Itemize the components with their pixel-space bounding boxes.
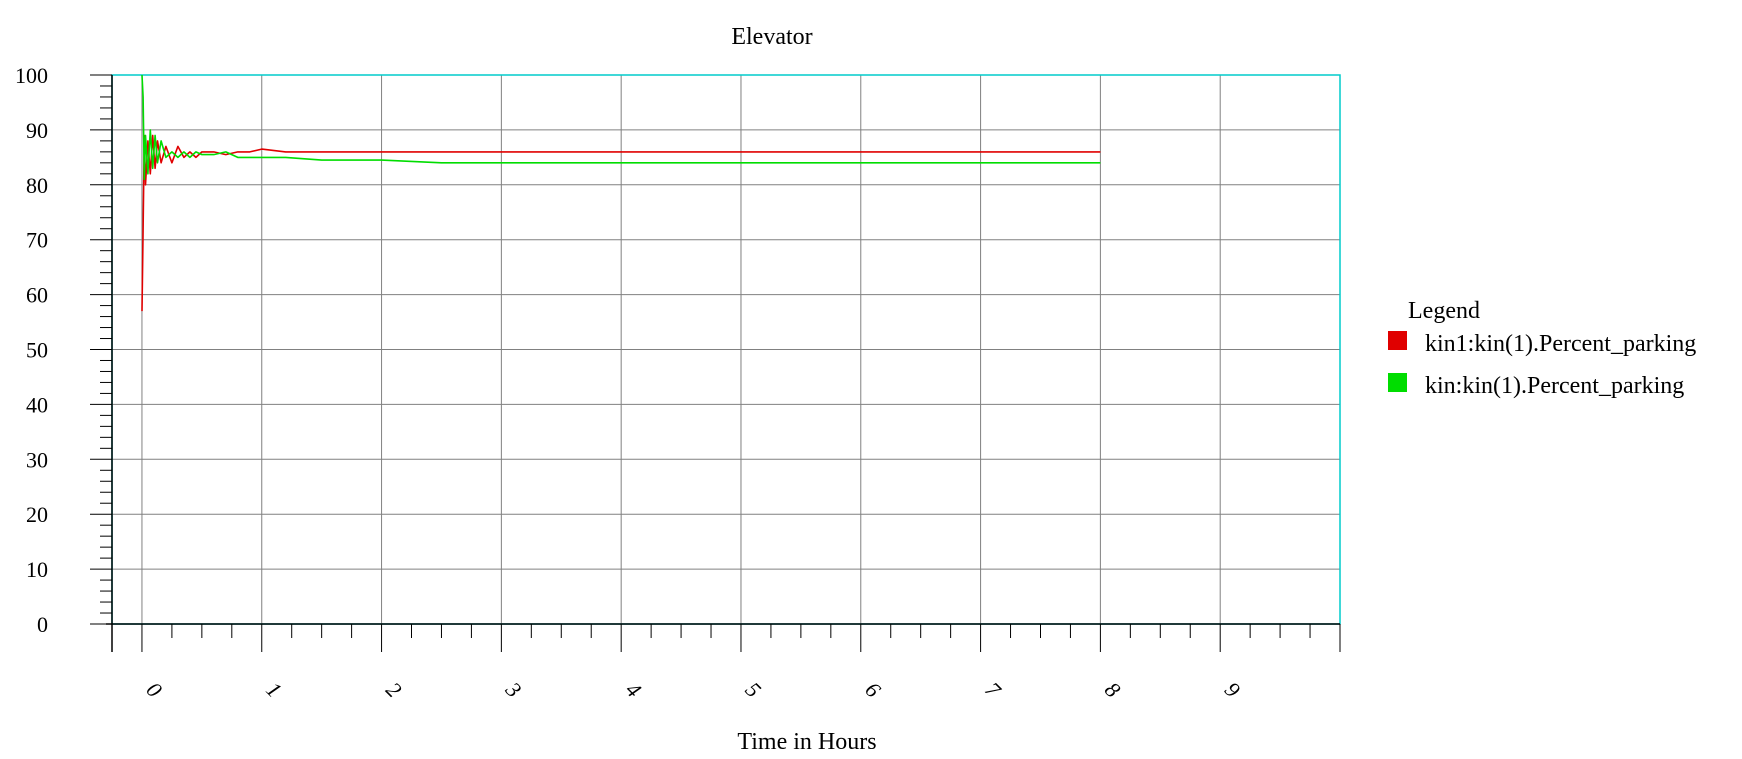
y-tick-label: 90 [26,118,48,143]
x-tick-label: 4 [621,677,646,702]
y-tick-label: 70 [26,228,48,253]
legend-items: kin1:kin(1).Percent_parking kin:kin(1).Pe… [1388,331,1696,399]
series-layer [141,74,1101,312]
grid [112,75,1340,624]
y-tick-label: 10 [26,557,48,582]
y-tick-label: 0 [37,612,48,637]
x-tick-label: 3 [500,676,526,702]
x-tick-label: 5 [741,677,766,702]
series-line-2 [141,74,1101,181]
x-tick-label: 8 [1100,677,1125,702]
y-tick-label: 40 [26,392,48,417]
x-tick-label: 1 [261,677,286,702]
chart-title: Elevator [731,24,812,50]
legend-title: Legend [1408,298,1480,324]
x-axis-label: Time in Hours [737,729,876,755]
x-tick-label: 2 [381,677,406,702]
legend: Legend kin1:kin(1).Percent_parking kin:ki… [1388,298,1696,399]
x-tick-label: 7 [980,677,1006,703]
y-tick-label: 100 [15,63,48,88]
legend-label: kin1:kin(1).Percent_parking [1425,331,1696,357]
x-tick-label: 6 [860,677,885,702]
legend-swatch [1388,331,1407,350]
y-tick-label: 60 [26,283,48,308]
legend-label: kin:kin(1).Percent_parking [1425,373,1684,399]
y-tick-label: 50 [26,338,48,363]
series-line-1 [141,134,1101,312]
x-tick-label: 9 [1220,677,1245,702]
y-tick-label: 30 [26,447,48,472]
y-tick-label: 80 [26,173,48,198]
y-tick-label: 20 [26,502,48,527]
axes: 0 10 20 30 40 50 60 70 80 90 100 0 1 2 3 4 5 6 7 8 9 [15,63,1341,703]
legend-swatch [1388,373,1407,392]
x-tick-label: 0 [142,677,167,702]
